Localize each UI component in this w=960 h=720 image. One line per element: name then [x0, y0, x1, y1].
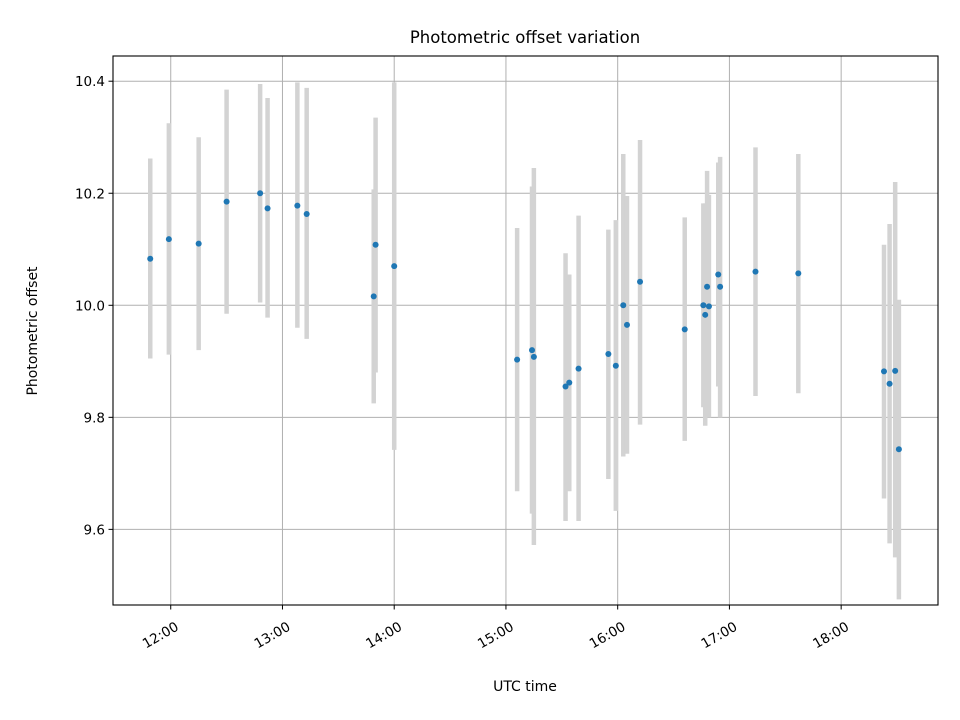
data-point	[514, 356, 521, 363]
data-point	[702, 311, 709, 318]
data-point	[223, 198, 230, 205]
data-point	[294, 202, 301, 209]
data-point	[892, 367, 899, 374]
data-points	[147, 190, 902, 453]
y-tick-label: 10.2	[75, 186, 105, 202]
data-point	[620, 302, 627, 309]
data-point	[575, 365, 582, 372]
data-point	[530, 353, 537, 360]
data-point	[705, 303, 712, 310]
plot-frame	[112, 55, 939, 606]
data-point	[681, 326, 688, 333]
y-tick-label: 10.0	[75, 298, 105, 314]
y-tick-label: 10.4	[75, 74, 105, 90]
data-point	[795, 270, 802, 277]
data-point	[637, 278, 644, 285]
data-point	[562, 383, 569, 390]
data-point	[165, 236, 172, 243]
data-point	[700, 302, 707, 309]
data-point	[195, 240, 202, 247]
y-tick-label: 9.6	[84, 522, 105, 538]
y-tick-label: 9.8	[84, 410, 105, 426]
chart-title: Photometric offset variation	[410, 28, 640, 47]
data-point	[303, 210, 310, 217]
data-point	[605, 351, 612, 358]
data-point	[752, 268, 759, 275]
data-point	[612, 362, 619, 369]
data-point	[715, 271, 722, 278]
data-point	[566, 379, 573, 386]
x-axis-title: UTC time	[493, 679, 557, 695]
data-point	[370, 293, 377, 300]
data-point	[391, 263, 398, 270]
data-point	[886, 380, 893, 387]
data-point	[372, 241, 379, 248]
data-point	[704, 283, 711, 290]
data-point	[529, 347, 536, 354]
data-point	[147, 255, 154, 262]
data-point	[264, 205, 271, 212]
data-point	[717, 283, 724, 290]
data-point	[880, 368, 887, 375]
y-axis-title: Photometric offset	[25, 266, 41, 396]
data-point	[257, 190, 264, 197]
data-point	[623, 321, 630, 328]
y-axis-ticks: 9.6 9.8 10.0 10.2 10.4	[75, 74, 113, 538]
data-point	[895, 446, 902, 453]
